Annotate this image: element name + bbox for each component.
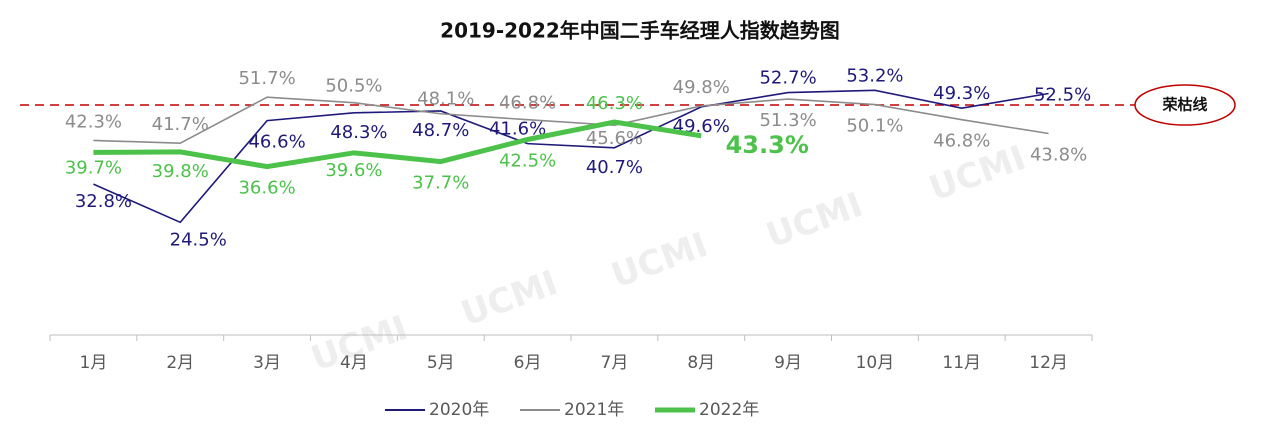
data-label: 42.5% <box>499 151 556 172</box>
data-label: 39.7% <box>65 157 122 178</box>
data-label: 42.3% <box>65 111 122 132</box>
data-label: 46.8% <box>499 93 556 114</box>
data-label: 24.5% <box>170 229 227 250</box>
data-label: 40.7% <box>586 157 643 178</box>
x-tick-label: 3月 <box>253 353 281 373</box>
watermark: UCMI <box>761 185 868 256</box>
x-tick-label: 4月 <box>340 353 368 373</box>
data-label: 50.5% <box>325 76 382 97</box>
x-tick-label: 5月 <box>427 353 455 373</box>
data-label: 46.3% <box>586 93 643 114</box>
watermark: UCMI <box>606 225 713 296</box>
data-label: 51.3% <box>759 110 816 131</box>
data-label: 39.8% <box>152 161 209 182</box>
data-label: 46.8% <box>933 131 990 152</box>
data-label: 43.3% <box>726 131 809 159</box>
legend-label: 2021年 <box>564 400 624 420</box>
data-label: 53.2% <box>846 65 903 86</box>
x-tick-label: 6月 <box>514 353 542 373</box>
line-series <box>93 119 702 170</box>
x-tick-label: 2月 <box>166 353 194 373</box>
data-label: 48.7% <box>412 120 469 141</box>
x-tick-label: 10月 <box>856 353 895 373</box>
data-label: 45.6% <box>586 128 643 149</box>
data-label: 36.6% <box>238 178 295 199</box>
data-label: 32.8% <box>75 191 132 212</box>
watermark: UCMI <box>456 263 563 334</box>
data-label: 49.8% <box>673 77 730 98</box>
data-label: 52.7% <box>759 68 816 89</box>
data-label: 39.6% <box>325 160 382 181</box>
data-label: 43.8% <box>1030 145 1087 166</box>
data-label: 51.7% <box>238 68 295 89</box>
line-series <box>93 96 1049 144</box>
line-series <box>93 89 1049 224</box>
data-label: 50.1% <box>846 116 903 137</box>
x-tick-label: 1月 <box>80 353 108 373</box>
x-tick-label: 8月 <box>687 353 715 373</box>
data-label: 49.3% <box>933 83 990 104</box>
data-label: 41.7% <box>152 114 209 135</box>
data-label: 52.5% <box>1034 85 1091 106</box>
data-label: 48.1% <box>417 89 474 110</box>
x-tick-label: 12月 <box>1029 353 1068 373</box>
chart-title: 2019-2022年中国二手车经理人指数趋势图 <box>440 19 840 43</box>
reference-badge <box>1134 84 1236 126</box>
x-tick-label: 9月 <box>774 353 802 373</box>
legend-label: 2022年 <box>699 400 759 420</box>
legend-label: 2020年 <box>429 400 489 420</box>
data-label: 46.6% <box>248 132 305 153</box>
x-tick-label: 11月 <box>942 353 981 373</box>
x-tick-label: 7月 <box>601 353 629 373</box>
reference-label: 荣枯线 <box>1161 96 1207 114</box>
data-label: 41.6% <box>489 119 546 140</box>
data-label: 37.7% <box>412 173 469 194</box>
data-label: 48.3% <box>330 122 387 143</box>
